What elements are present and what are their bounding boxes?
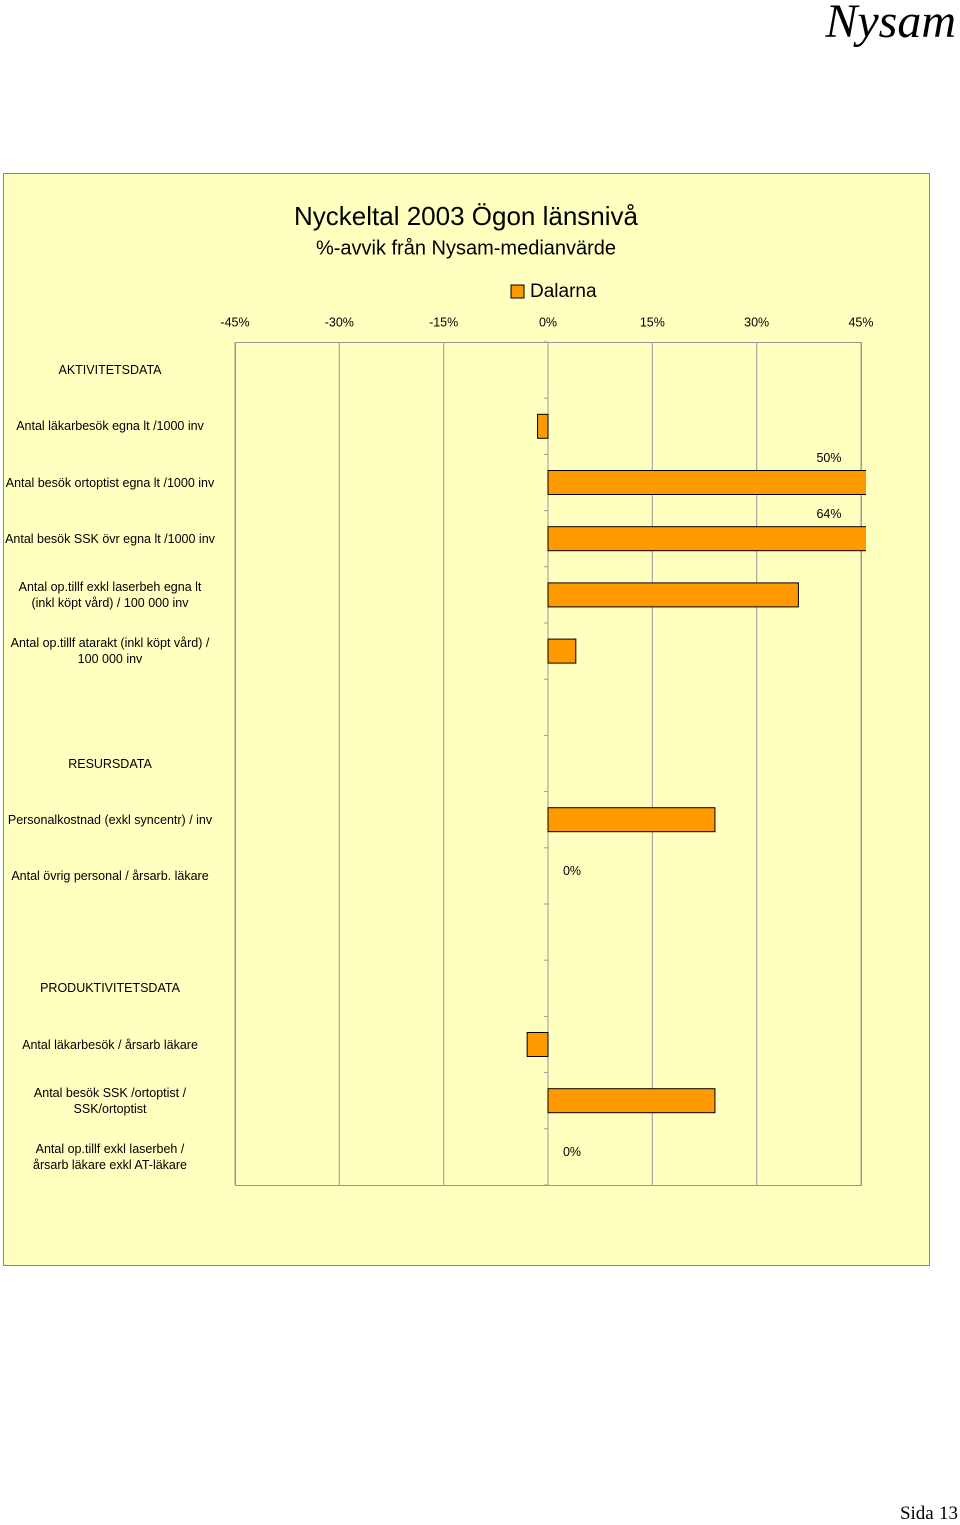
- x-tick-label: 15%: [640, 315, 665, 329]
- bar: [547, 526, 866, 552]
- bar: [547, 638, 577, 664]
- category-label: RESURSDATA: [68, 756, 152, 771]
- category-label: PRODUKTIVITETSDATA: [40, 981, 180, 996]
- footer-label: Sida: [899, 1503, 934, 1524]
- bar: [547, 470, 866, 495]
- chart-title: Nyckeltal 2003 Ögon länsnivå: [294, 201, 639, 231]
- legend-swatch: [510, 284, 525, 299]
- category-label: Antal läkarbesök egna lt /1000 inv: [16, 419, 204, 434]
- page-number: 13: [939, 1503, 958, 1524]
- bar: [526, 1032, 549, 1057]
- x-tick-label: 0%: [539, 315, 557, 329]
- x-tick-label: -45%: [220, 315, 249, 329]
- bar: [547, 582, 799, 608]
- legend-label: Dalarna: [530, 281, 597, 302]
- page-footer: Sida 13: [900, 1503, 958, 1525]
- bar: [537, 413, 549, 439]
- category-label: Antal övrig personal / årsarb. läkare: [11, 868, 209, 883]
- category-label: Personalkostnad (exkl syncentr) / inv: [7, 812, 213, 827]
- page-header: Nysam: [825, 0, 956, 48]
- category-label: Antal läkarbesök / årsarb läkare: [22, 1037, 198, 1052]
- value-label: 64%: [816, 507, 841, 521]
- bars: [526, 413, 866, 1114]
- chart-subtitle: %-avvik från Nysam-medianvärde: [316, 237, 616, 259]
- x-tick-label: 45%: [848, 315, 873, 329]
- value-label: 0%: [563, 864, 581, 878]
- value-label: 0%: [563, 1145, 581, 1159]
- category-label: Antal op.tillf atarakt (inkl köpt vård) …: [10, 636, 210, 667]
- category-label: Antal besök SSK övr egna lt /1000 inv: [5, 531, 215, 546]
- category-label: AKTIVITETSDATA: [58, 363, 162, 378]
- category-label: Antal besök SSK /ortoptist / SSK/ortopti…: [33, 1085, 187, 1116]
- x-tick-label: 30%: [744, 315, 769, 329]
- bar: [547, 807, 716, 833]
- bar: [547, 1088, 716, 1114]
- x-tick-label: -30%: [325, 315, 354, 329]
- category-label: Antal op.tillf exkl laserbeh / årsarb lä…: [33, 1141, 187, 1172]
- category-label: Antal besök ortoptist egna lt /1000 inv: [5, 475, 215, 490]
- value-label: 50%: [816, 451, 841, 465]
- x-tick-label: -15%: [429, 315, 458, 329]
- category-label: Antal op.tillf exkl laserbeh egna lt (in…: [18, 579, 202, 610]
